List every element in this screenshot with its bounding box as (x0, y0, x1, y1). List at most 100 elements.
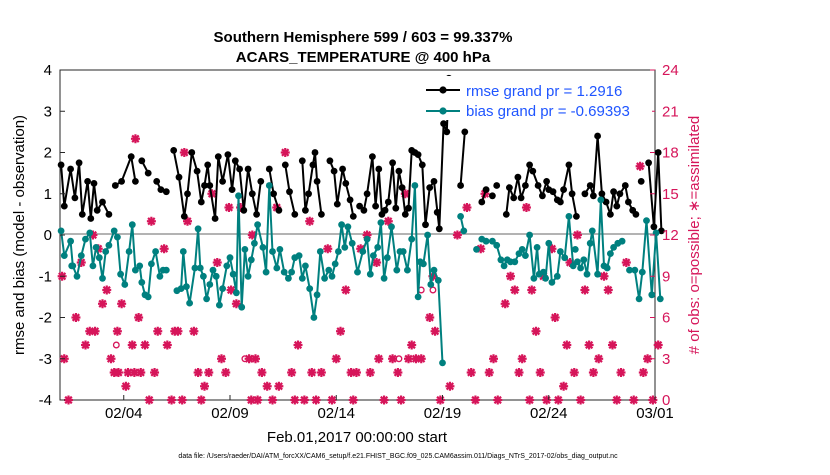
obs-assimilated-marker (127, 340, 137, 350)
rmse-point (534, 182, 542, 189)
bias-point (344, 223, 352, 231)
rmse-point (607, 211, 614, 218)
bias-point (128, 221, 136, 229)
rmse-point (650, 223, 658, 231)
obs-assimilated-marker (341, 285, 351, 295)
obs-assimilated-marker (351, 368, 361, 377)
obs-assimilated-marker (616, 368, 626, 377)
obs-assimilated-marker (525, 395, 535, 405)
bias-point (156, 272, 164, 280)
legend-bias-marker (439, 107, 447, 115)
bias-point (99, 274, 106, 282)
bias-point (136, 262, 144, 270)
bias-point (545, 239, 553, 247)
rmse-point (318, 211, 325, 218)
y-left-tick-label: 4 (44, 62, 52, 79)
bias-point (226, 254, 234, 262)
bias-point (302, 262, 309, 270)
x-tick-label: 03/01 (636, 405, 674, 422)
rmse-point (339, 165, 346, 173)
rmse-point (422, 221, 429, 229)
rmse-point (180, 213, 188, 220)
obs-assimilated-marker (307, 368, 317, 377)
bias-point (380, 274, 388, 282)
bias-point (338, 221, 345, 229)
obs-assimilated-marker (112, 326, 122, 336)
obs-assimilated-marker (71, 313, 81, 322)
bias-point (354, 268, 361, 276)
rmse-point (253, 211, 260, 218)
obs-assimilated-marker (506, 271, 515, 281)
bias-point (285, 274, 292, 282)
footer-data-file: data file: /Users/raeder/DAI/ATM_forcXX/… (178, 453, 618, 460)
bias-point (424, 231, 431, 239)
obs-assimilated-marker (146, 216, 156, 226)
obs-assimilated-marker (253, 395, 263, 405)
rmse-point (175, 173, 183, 181)
bias-point (577, 264, 584, 272)
bias-point (631, 266, 639, 274)
rmse-point (461, 128, 469, 136)
obs-assimilated-marker (336, 326, 345, 336)
rmse-point (522, 182, 529, 189)
rmse-point (201, 182, 208, 189)
obs-assimilated-marker (476, 244, 486, 254)
bias-point (121, 281, 129, 288)
rmse-point (188, 149, 196, 156)
rmse-point (414, 151, 422, 159)
obs-assimilated-marker (323, 244, 333, 254)
bias-point (542, 274, 549, 282)
bias-point (244, 272, 252, 280)
y-right-tick-label: 0 (662, 392, 670, 409)
bias-point (526, 231, 533, 239)
obs-assimilated-marker (365, 368, 375, 377)
rmse-point (197, 198, 205, 206)
bias-point (152, 248, 160, 255)
obs-assimilated-marker (212, 258, 222, 267)
obs-assimilated-marker (535, 368, 545, 377)
rmse-point (363, 190, 371, 198)
obs-assimilated-marker (274, 381, 284, 391)
rmse-point (590, 192, 597, 200)
bias-point (331, 260, 339, 268)
bias-point (597, 196, 605, 204)
obs-assimilated-marker (140, 340, 150, 350)
obs-assimilated-marker (311, 395, 321, 405)
bias-point (310, 314, 318, 321)
rmse-point (581, 190, 589, 198)
bias-point (229, 270, 237, 278)
obs-assimilated-marker (484, 368, 494, 377)
rmse-point (90, 180, 98, 187)
bias-point (414, 293, 422, 301)
rmse-point (369, 153, 376, 161)
bias-point (363, 235, 371, 243)
bias-point (460, 227, 468, 235)
y-right-tick-label: 21 (662, 103, 679, 120)
rmse-point (418, 161, 426, 169)
bias-point (530, 274, 538, 282)
y-axis-right-label: # of obs: o=possible; ∗=assimilated (686, 116, 703, 355)
rmse-point (138, 157, 146, 165)
bias-point (196, 264, 204, 272)
bias-point (561, 254, 569, 262)
rmse-point (302, 206, 309, 214)
bias-point (643, 217, 650, 225)
rmse-point (616, 190, 624, 198)
bias-point (223, 262, 231, 270)
obs-assimilated-marker (500, 299, 510, 309)
bias-point (497, 256, 505, 264)
obs-assimilated-marker (493, 395, 503, 405)
rmse-point (381, 206, 389, 214)
obs-assimilated-marker (262, 381, 272, 391)
bias-point (148, 260, 155, 268)
bias-point (125, 248, 133, 255)
bias-point (404, 266, 411, 274)
rmse-point (84, 178, 91, 185)
rmse-point (144, 169, 152, 177)
rmse-point (430, 178, 438, 185)
rmse-point (443, 128, 451, 136)
rmse-point (435, 225, 443, 233)
bias-point (420, 260, 427, 268)
rmse-point (275, 206, 283, 214)
obs-assimilated-marker (396, 395, 406, 405)
